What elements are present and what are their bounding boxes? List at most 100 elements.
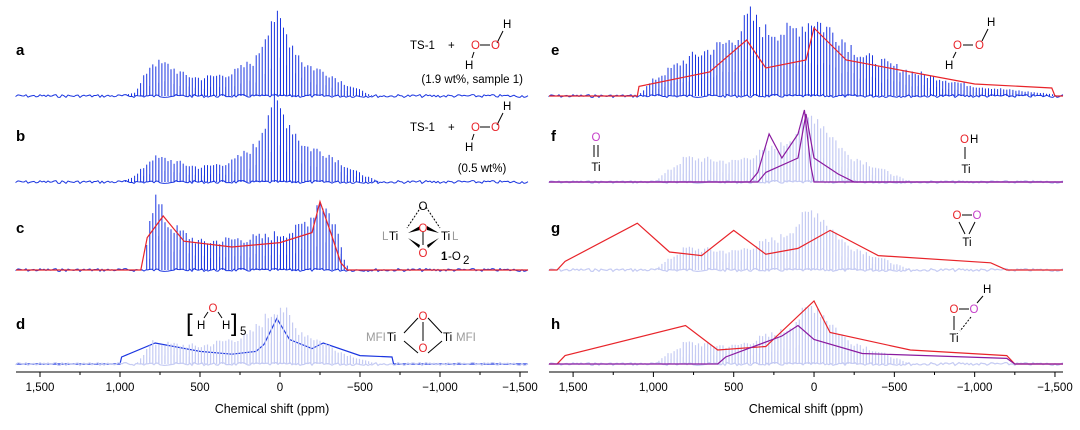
panel-d-water-o: O	[209, 303, 218, 315]
panel-d-label: d	[16, 316, 25, 333]
panel-e-oxygen-1: O	[953, 40, 962, 52]
panel-b-oxygen-1: O	[471, 122, 480, 134]
panel-b-ts1: TS-1	[410, 122, 435, 134]
panel-h-hydrogen: H	[983, 284, 991, 296]
panel-b-hydrogen-2: H	[465, 142, 473, 154]
panel-h-simulation	[549, 300, 1063, 365]
panel-a-hydrogen-2: H	[465, 60, 473, 72]
panel-a-oxygen-1: O	[471, 40, 480, 52]
panel-c-ti-left: Ti	[389, 231, 398, 243]
panel-b-plus: +	[448, 122, 455, 134]
panel-d-mfi-left: MFI	[366, 332, 386, 344]
right-tick-label-3: 0	[811, 382, 817, 394]
panel-b-hydrogen-1: H	[503, 101, 511, 113]
panel-g-oxygen-2: O	[973, 210, 982, 222]
panel-g-ti: Ti	[962, 237, 971, 249]
panel-d-ti-right: Ti	[443, 332, 452, 344]
right-tick-label-4: −500	[881, 382, 907, 394]
panel-h-label: h	[551, 316, 560, 333]
panel-c-ligand-left: L	[382, 231, 389, 243]
panel-d-water-h1: H	[197, 320, 205, 332]
panel-c-oxygen-bottom: O	[419, 248, 428, 260]
panel-f-faded-experimental	[548, 115, 1064, 185]
panel-d-subscript: 5	[240, 326, 246, 338]
panel-e-hydrogen-1: H	[987, 17, 995, 29]
panel-c-compound-subscript: 2	[463, 255, 469, 267]
panel-c-compound-number: 1	[441, 251, 448, 263]
panel-h-annotation: O O H Ti	[949, 284, 991, 345]
panel-a-annotation: TS-1 + O O H H (1.9 wt%, sample 1)	[410, 19, 523, 86]
panel-f-hydroxo-ti: Ti	[961, 164, 970, 176]
panel-c-label: c	[16, 220, 24, 237]
panel-f-annotation: O Ti O H Ti	[591, 132, 978, 176]
panel-a-experimental-spectrum	[15, 10, 529, 99]
panel-a-ts1: TS-1	[410, 40, 435, 52]
panel-c-annotation: O O O L Ti Ti L 1 -O 2	[382, 201, 469, 267]
right-x-axis-title: Chemical shift (ppm)	[749, 402, 864, 416]
left-tick-label-2: 500	[190, 382, 209, 394]
panel-a-plus: +	[448, 40, 455, 52]
panel-e-experimental-spectrum	[548, 6, 1064, 99]
right-x-axis: 1,500 1,000 500 0 −500 −1,000 −1,500 Chemical …	[549, 371, 1073, 416]
panel-b-oxygen-2: O	[491, 122, 500, 134]
panel-h-ti: Ti	[949, 333, 958, 345]
panel-d-bracket-open: [	[186, 310, 193, 337]
right-tick-label-6: −1,500	[1037, 382, 1073, 394]
panel-g-faded-experimental	[548, 210, 1064, 273]
panel-b-label: b	[16, 128, 25, 145]
panel-h-oxygen-1: O	[950, 304, 959, 316]
panel-c-oxygen-mid: O	[419, 223, 428, 235]
panel-g-annotation: O O Ti	[953, 210, 982, 249]
right-tick-label-1: 1,000	[639, 382, 668, 394]
left-tick-label-4: −500	[347, 382, 373, 394]
left-x-axis-title: Chemical shift (ppm)	[215, 402, 330, 416]
panel-d-mfi-right: MFI	[456, 332, 476, 344]
right-tick-label-0: 1,500	[559, 382, 588, 394]
panel-c-experimental-spectrum	[15, 194, 529, 273]
panel-c-ti-right: Ti	[441, 231, 450, 243]
panel-a-oxygen-2: O	[491, 40, 500, 52]
left-tick-label-1: 1,000	[106, 382, 135, 394]
panel-h-simulation-alt	[549, 324, 1063, 365]
panel-a-hydrogen-1: H	[503, 19, 511, 31]
panel-c-ligand-right: L	[452, 231, 459, 243]
panel-f-hydroxo-hydrogen: H	[970, 134, 978, 146]
panel-b-annotation: TS-1 + O O H H (0.5 wt%)	[410, 101, 511, 175]
panel-a-note: (1.9 wt%, sample 1)	[421, 74, 523, 86]
panel-e-oxygen-2: O	[975, 40, 984, 52]
panel-d-simulation	[16, 317, 528, 365]
panel-f-oxo-ti: Ti	[591, 162, 600, 174]
left-tick-label-0: 1,500	[26, 382, 55, 394]
left-tick-label-5: −1,000	[422, 382, 458, 394]
left-x-axis: 1,500 1,000 500 0 −500 −1,000 −1,500 Chemical …	[16, 371, 538, 416]
panel-d-faded-experimental	[15, 307, 529, 367]
panel-e-simulation	[549, 26, 1063, 97]
panel-c-simulation	[16, 199, 528, 271]
panel-d-ti-left: Ti	[387, 332, 396, 344]
panel-d-oxygen-top: O	[419, 311, 428, 323]
panel-c-compound-suffix: -O	[448, 251, 461, 263]
left-tick-label-6: −1,500	[502, 382, 538, 394]
panel-b-experimental-spectrum	[15, 93, 529, 185]
panel-g-oxygen-1: O	[953, 210, 962, 222]
panel-f-simulation-ti-o	[549, 109, 1063, 183]
panel-f-label: f	[551, 128, 557, 145]
panel-d-annotation: [ ] H O H 5 O O MFI Ti Ti MFI	[186, 303, 476, 355]
panel-a-label: a	[16, 42, 25, 59]
panel-e-hydrogen-2: H	[945, 60, 953, 72]
left-tick-label-3: 0	[277, 382, 283, 394]
panel-h-oxygen-2: O	[970, 304, 979, 316]
panel-b-note: (0.5 wt%)	[458, 163, 507, 175]
right-tick-label-2: 500	[724, 382, 743, 394]
panel-e-label: e	[551, 42, 559, 59]
panel-d-oxygen-bottom: O	[419, 343, 428, 355]
panel-e-annotation: O O H H	[945, 17, 995, 72]
panel-c-oxygen-top: O	[419, 201, 428, 213]
panel-f-simulation-ti-oh	[549, 113, 1063, 183]
right-tick-label-5: −1,000	[957, 382, 993, 394]
panel-f-oxo-oxygen: O	[592, 132, 601, 144]
panel-d-bracket-close: ]	[231, 310, 238, 337]
panel-h-faded-experimental	[548, 306, 1064, 367]
panel-g-label: g	[551, 220, 560, 237]
